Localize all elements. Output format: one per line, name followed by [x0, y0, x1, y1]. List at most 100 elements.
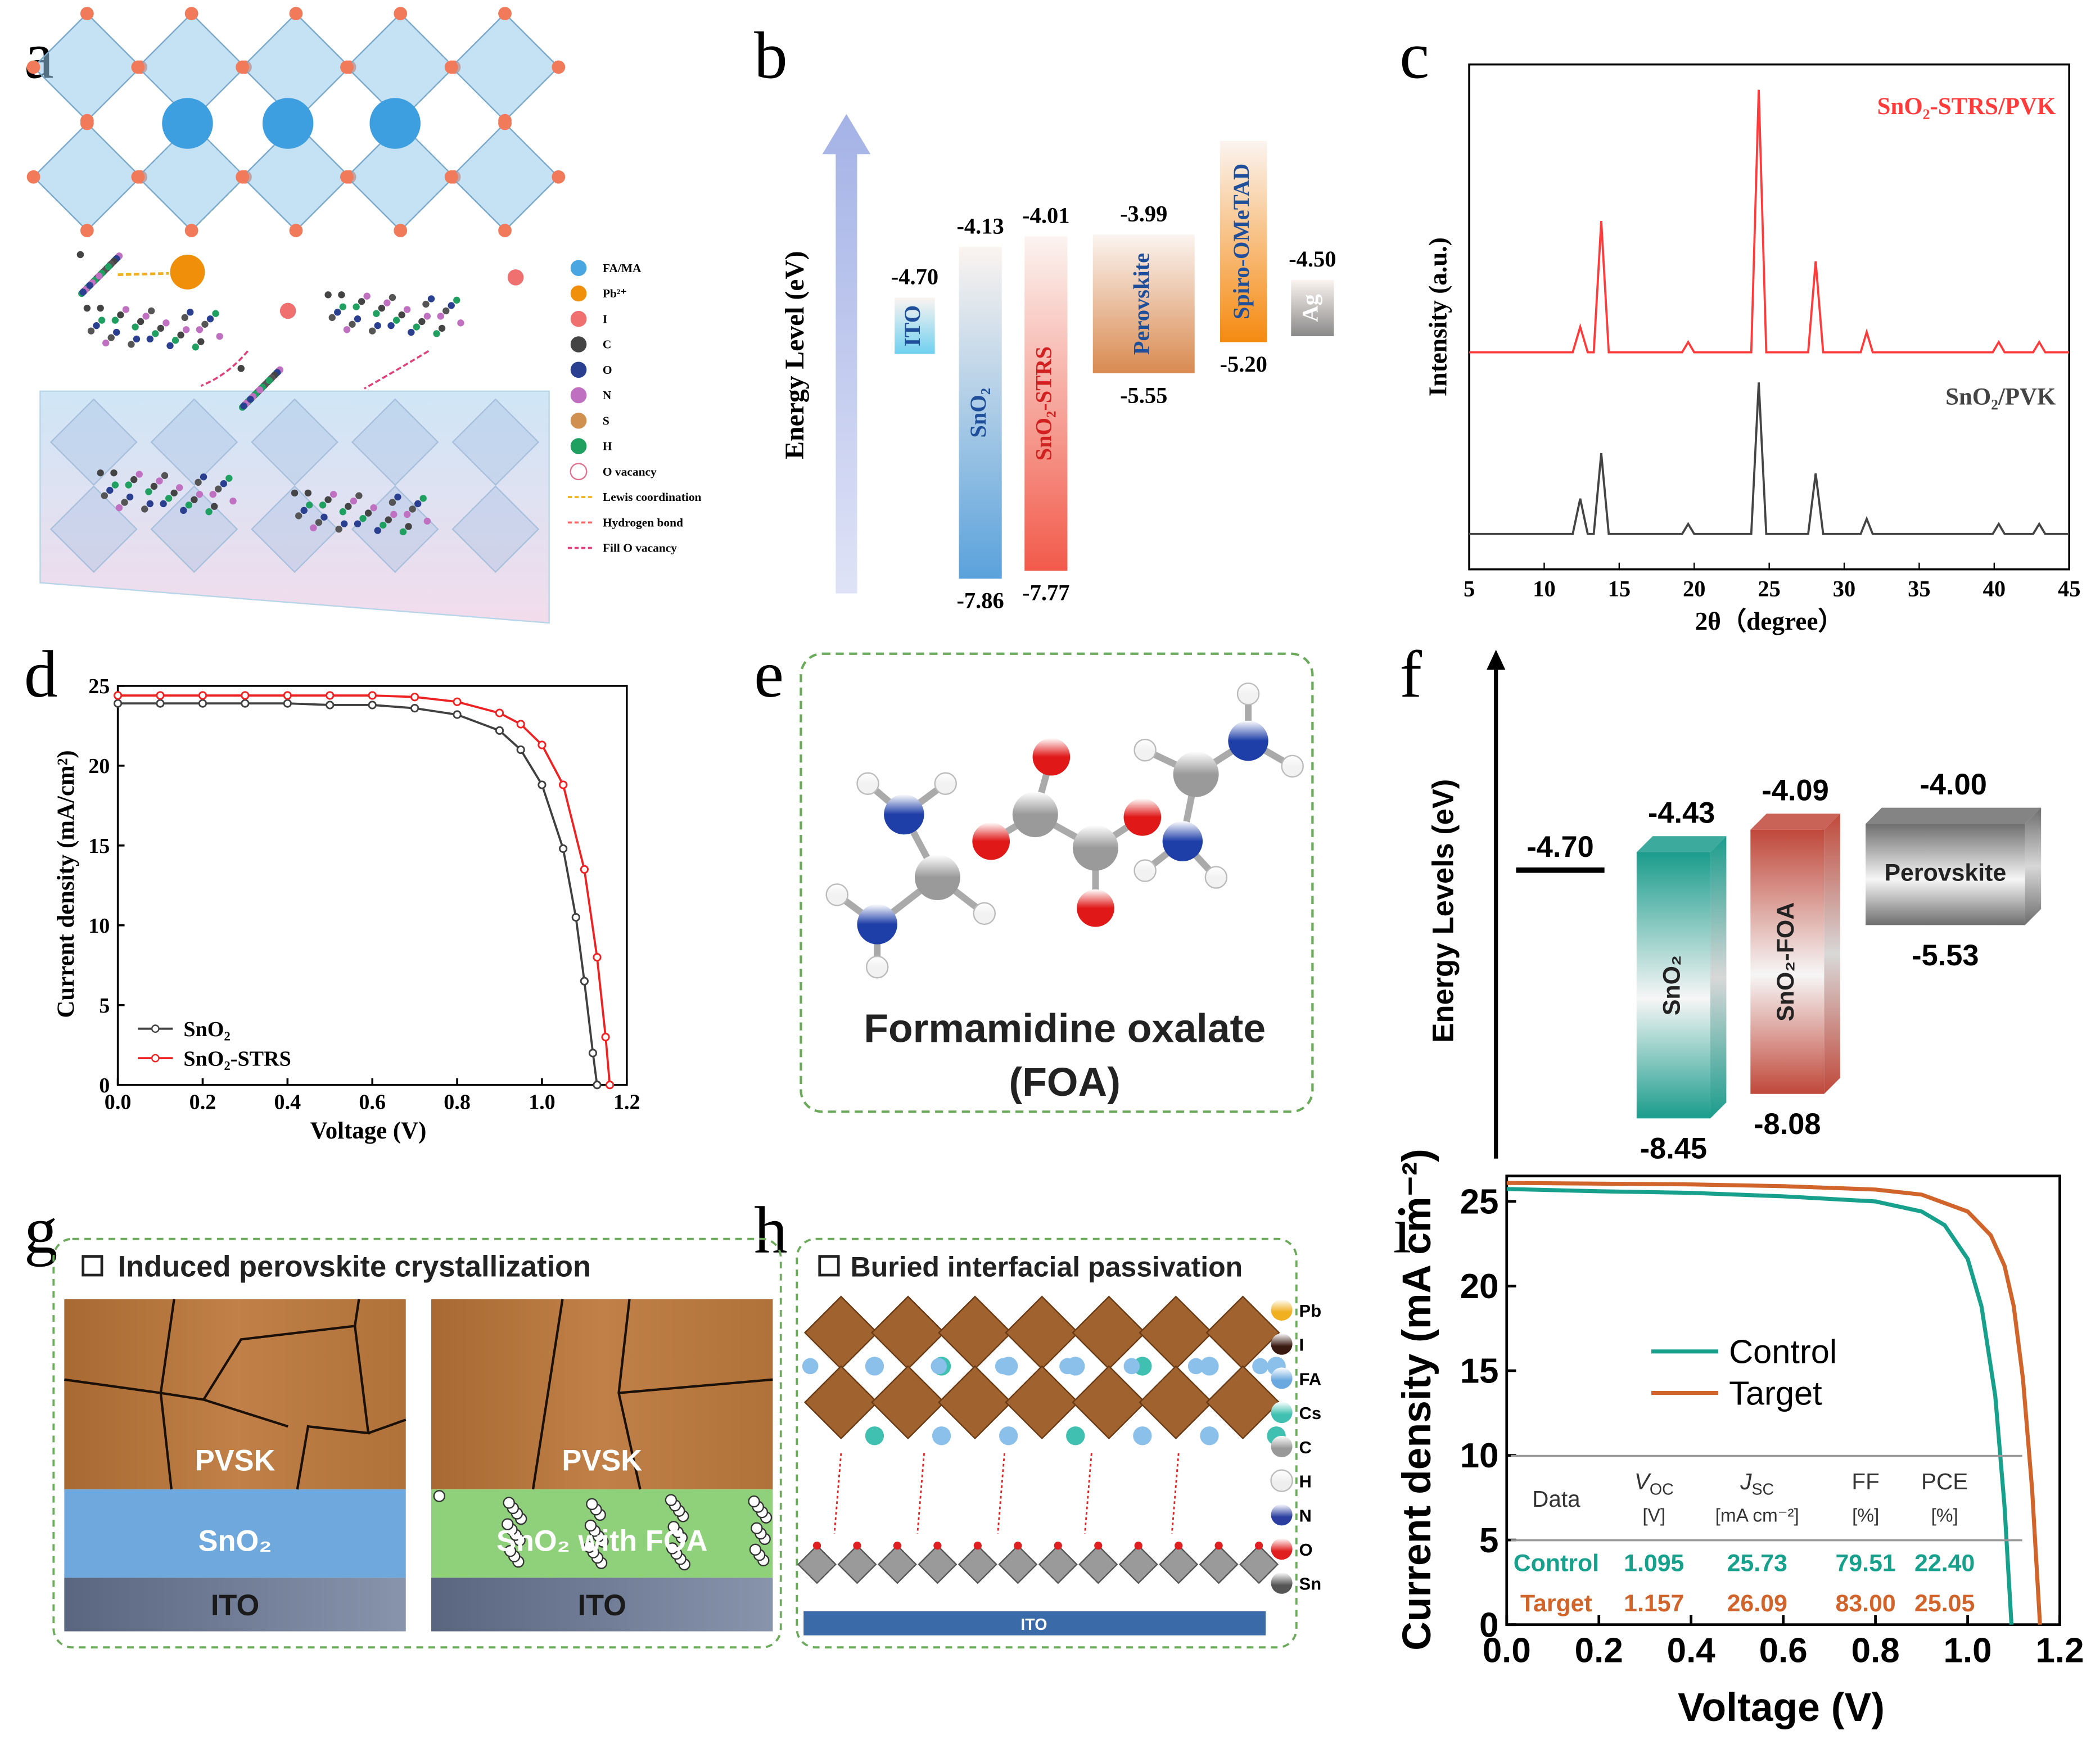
- molecule-atom: [165, 495, 173, 502]
- panel-frame: [52, 1237, 782, 1649]
- molecule-atom: [240, 402, 247, 410]
- molecule-atom: [355, 492, 363, 499]
- molecule-atom: [161, 472, 169, 480]
- molecule-atom: [403, 510, 411, 518]
- x-axis-label: Voltage (V): [1678, 1685, 1885, 1730]
- panel-label: i: [1393, 1192, 1411, 1267]
- molecule-atom: [408, 328, 415, 336]
- layer-name: Perovskite: [1129, 253, 1154, 355]
- legend-label: Fill O vacancy: [603, 541, 677, 555]
- data-point: [453, 710, 462, 719]
- molecule-atom: [457, 319, 464, 327]
- atom: [1173, 751, 1219, 797]
- energy-label: -4.70: [1527, 831, 1593, 864]
- molecule-atom: [265, 377, 273, 384]
- y-tick-label: 20: [1460, 1267, 1499, 1306]
- molecule-atom: [137, 318, 144, 326]
- data-point: [198, 691, 207, 700]
- molecule-atom: [136, 471, 143, 478]
- molecule-atom: [413, 323, 420, 331]
- y-axis-label: Current density (mA/cm²): [53, 750, 79, 1018]
- jv-chart: 0.0 0.2 0.4 0.6 0.8 1.0 1.2 0 5 10 15 20 25 Voltage (…: [1394, 1149, 2084, 1730]
- legend-icon: [1271, 1538, 1293, 1560]
- molecule-atom: [363, 292, 371, 300]
- legend-label: FA/MA: [603, 261, 642, 275]
- table-cell: 79.51: [1836, 1549, 1896, 1576]
- layer-name: Spiro-OMeTAD: [1229, 164, 1254, 319]
- legend-label: O: [1299, 1540, 1313, 1560]
- molecule-atom: [374, 322, 381, 329]
- molecule-atom: [423, 517, 431, 525]
- energy-band: [1866, 824, 2025, 925]
- atom: [856, 772, 879, 796]
- molecule-atom: [121, 499, 128, 506]
- legend-label: H: [1299, 1472, 1312, 1492]
- x-axis-label: 2θ（degree）: [1695, 607, 1844, 635]
- x-tick-label: 45: [2058, 576, 2080, 601]
- atom: [1133, 738, 1157, 762]
- atom: [857, 904, 897, 945]
- molecule-atom: [141, 505, 148, 513]
- molecule-atom: [300, 507, 308, 514]
- molecule-atom: [427, 295, 435, 302]
- data-point: [559, 844, 568, 853]
- y-tick-label: 20: [88, 754, 110, 778]
- molecule-atom: [418, 318, 426, 326]
- molecule-atom: [339, 508, 346, 516]
- molecule-atom: [97, 304, 104, 312]
- lead-ion: [170, 254, 205, 290]
- xrd-pattern: [1469, 382, 2070, 535]
- legend-label: S: [603, 414, 609, 427]
- molecule-atom: [216, 333, 223, 340]
- y-tick-label: 0: [1479, 1606, 1498, 1644]
- molecule-atom: [177, 331, 184, 339]
- x-tick-label: 35: [1908, 576, 1930, 601]
- molecule-atom: [409, 505, 416, 513]
- box-side-face: [2025, 807, 2042, 925]
- octahedron: [150, 398, 238, 486]
- molecule-atom: [105, 263, 112, 270]
- series-label: SnO₂/PVK: [1945, 384, 2056, 410]
- molecule-atom: [87, 327, 95, 335]
- y-axis-label: Energy Level (eV): [780, 251, 810, 459]
- layer-label: SnO₂ with FOA: [496, 1525, 707, 1558]
- legend-label: Cs: [1299, 1403, 1322, 1423]
- perovskite-layer: [64, 1299, 406, 1490]
- data-point: [601, 1032, 610, 1042]
- octahedron: [251, 398, 338, 486]
- molecule-atom: [79, 288, 87, 296]
- molecule-atom: [403, 306, 411, 313]
- molecule-atom: [349, 320, 356, 328]
- xrd-pattern: [1469, 89, 2070, 354]
- layer-label: ITO: [578, 1589, 626, 1622]
- molecule-atom: [195, 478, 202, 486]
- molecule-atom: [448, 302, 455, 309]
- octahedron: [451, 485, 540, 573]
- molecule-atom: [132, 323, 139, 331]
- octahedron: [1072, 1365, 1146, 1440]
- octahedron: [803, 1365, 878, 1440]
- legend-label: I: [603, 312, 607, 326]
- fill-vacancy: [200, 350, 249, 387]
- molecule-atom: [370, 504, 377, 512]
- energy-label: -3.99: [1120, 201, 1167, 226]
- legend-label: C: [603, 338, 611, 351]
- data-point: [241, 699, 250, 708]
- layer-label: ITO: [211, 1589, 259, 1622]
- octahedron: [1078, 1544, 1118, 1584]
- x-tick-label: 10: [1533, 576, 1555, 601]
- molecule-atom: [389, 293, 396, 301]
- molecule-atom: [117, 311, 124, 319]
- panel-frame: [796, 1237, 1298, 1649]
- data-point: [156, 691, 165, 700]
- x-tick-label: 0.6: [359, 1091, 386, 1114]
- molecule-atom: [229, 497, 237, 505]
- molecule-atom: [387, 322, 395, 329]
- jv-chart: 0.0 0.2 0.4 0.6 0.8 1.0 1.2 0 5 10 15 20 25 Voltage (…: [53, 675, 640, 1144]
- grain-boundary: [531, 1299, 564, 1490]
- foa-particle: [583, 1540, 595, 1553]
- legend-icon: [570, 438, 587, 454]
- data-point: [368, 691, 377, 700]
- legend-icon: [570, 310, 587, 327]
